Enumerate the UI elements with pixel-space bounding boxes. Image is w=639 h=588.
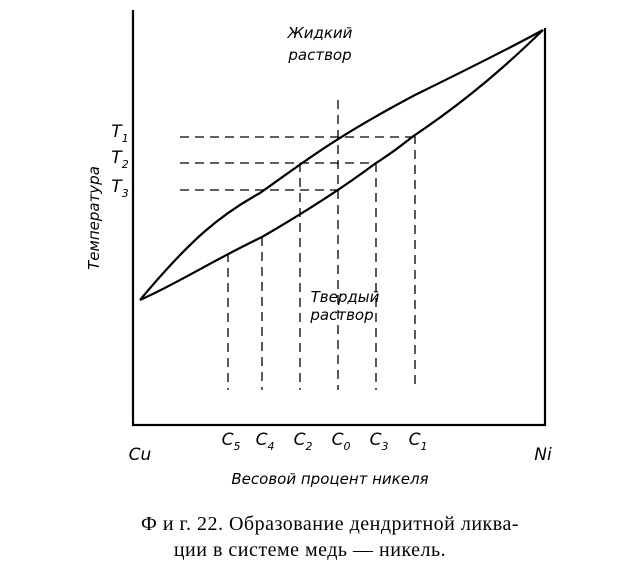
subscript: 4 — [267, 440, 274, 453]
composition-label: C2 — [294, 430, 313, 453]
composition-label: C0 — [332, 430, 351, 453]
subscript: 2 — [122, 158, 129, 171]
letter: C — [409, 430, 421, 450]
letter: T — [111, 122, 123, 142]
letter: T — [111, 148, 123, 168]
subscript: 2 — [305, 440, 312, 453]
composition-label: C1 — [409, 430, 428, 453]
subscript: 3 — [122, 187, 129, 200]
letter: C — [332, 430, 344, 450]
subscript: 1 — [420, 440, 427, 453]
temperature-label: T2 — [111, 148, 128, 171]
liquid-label: раствор — [287, 46, 351, 64]
ni-label: Ni — [534, 445, 552, 465]
liquidus-curve — [139, 29, 544, 301]
subscript: 3 — [381, 440, 388, 453]
subscript: 5 — [233, 440, 240, 453]
axes-frame — [131, 10, 547, 427]
letter: C — [256, 430, 268, 450]
x-axis-label: Весовой процент никеля — [231, 470, 428, 488]
liquid-label: Жидкий — [287, 24, 353, 42]
subscript: 1 — [122, 132, 129, 145]
temperature-label: T1 — [111, 122, 128, 145]
letter: C — [294, 430, 306, 450]
composition-label: C3 — [370, 430, 389, 453]
letter: C — [222, 430, 234, 450]
subscript: 0 — [343, 440, 350, 453]
letter: C — [370, 430, 382, 450]
temperature-label: T3 — [111, 177, 128, 200]
solidus-curve — [139, 29, 544, 302]
solid-label: раствор — [309, 306, 373, 324]
y-axis-label: Температура — [85, 166, 103, 270]
letter: T — [111, 177, 123, 197]
composition-label: C5 — [222, 430, 241, 453]
caption-line: Ф и г. 22. Образование дендритной ликва- — [141, 513, 519, 535]
caption-line: ции в системе медь — никель. — [174, 539, 446, 561]
composition-label: C4 — [256, 430, 275, 453]
solid-label: Твердый — [311, 288, 380, 306]
cu-label: Cu — [129, 445, 152, 465]
